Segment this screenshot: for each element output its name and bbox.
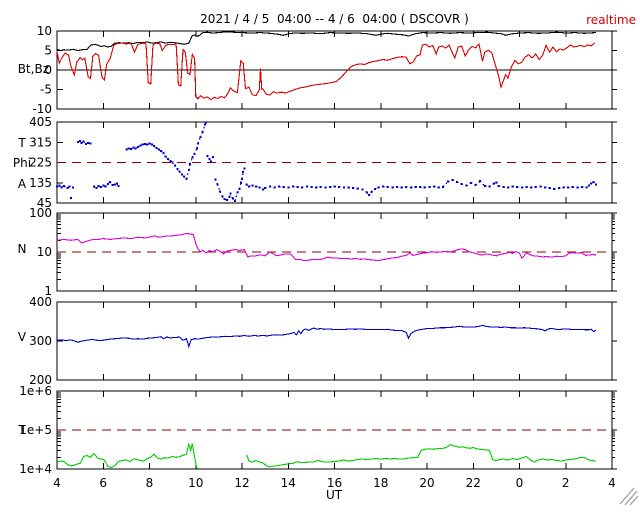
svg-text:10: 10 — [188, 476, 203, 490]
svg-text:4: 4 — [53, 476, 61, 490]
svg-text:18: 18 — [373, 476, 388, 490]
svg-text:10: 10 — [37, 245, 52, 259]
svg-text:400: 400 — [29, 295, 52, 309]
svg-text:1e+4: 1e+4 — [19, 462, 52, 476]
x-axis-label: UT — [325, 488, 343, 502]
svg-text:100: 100 — [29, 206, 52, 220]
svg-text:0: 0 — [516, 476, 524, 490]
svg-text:10: 10 — [37, 24, 52, 38]
svg-text:-5: -5 — [40, 83, 52, 97]
svg-text:6: 6 — [99, 476, 107, 490]
svg-text:135: 135 — [29, 176, 52, 190]
svg-text:225: 225 — [29, 156, 52, 170]
svg-text:-10: -10 — [32, 102, 52, 116]
svg-text:1e+5: 1e+5 — [19, 423, 52, 437]
svg-text:1: 1 — [44, 284, 52, 298]
svg-text:300: 300 — [29, 334, 52, 348]
svg-text:12: 12 — [234, 476, 249, 490]
axis-label-n: N — [17, 242, 27, 256]
svg-text:5: 5 — [44, 44, 52, 58]
axis-label-phi: Phi — [12, 156, 32, 170]
axis-label-temperature: T — [18, 423, 26, 437]
svg-text:200: 200 — [29, 373, 52, 387]
svg-text:4: 4 — [608, 476, 616, 490]
axis-label-v: V — [17, 330, 27, 344]
svg-text:0: 0 — [44, 63, 52, 77]
svg-text:8: 8 — [146, 476, 154, 490]
svg-text:315: 315 — [29, 135, 52, 149]
axis-label-t: T — [18, 136, 26, 150]
svg-text:20: 20 — [419, 476, 434, 490]
svg-text:14: 14 — [281, 476, 296, 490]
svg-text:1e+6: 1e+6 — [19, 384, 52, 398]
svg-text:2: 2 — [562, 476, 570, 490]
svg-text:405: 405 — [29, 115, 52, 129]
axis-label-a: A — [17, 177, 27, 191]
axis-label-btbz: Bt,Bz — [17, 62, 49, 76]
realtime-status-badge: realtime — [586, 13, 636, 27]
svg-text:22: 22 — [466, 476, 481, 490]
page-title: 2021 / 4 / 5 04:00 -- 4 / 6 04:00 ( DSCO… — [200, 12, 469, 26]
svg-text:45: 45 — [37, 196, 52, 210]
svg-text:16: 16 — [327, 476, 342, 490]
